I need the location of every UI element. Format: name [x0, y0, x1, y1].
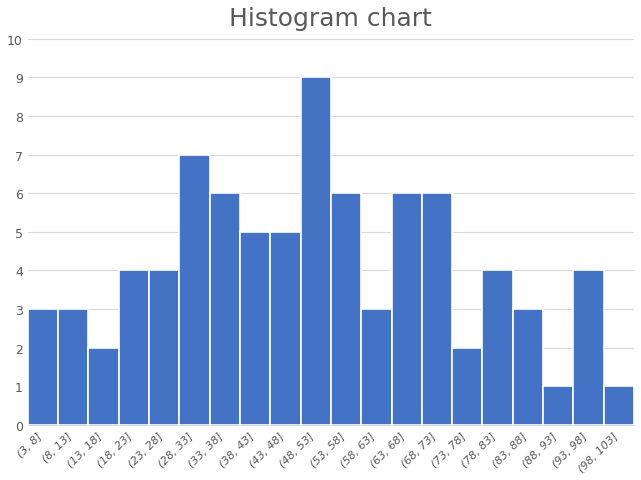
- Bar: [179, 156, 210, 425]
- Bar: [210, 194, 240, 425]
- Bar: [483, 271, 513, 425]
- Bar: [331, 194, 361, 425]
- Bar: [543, 386, 574, 425]
- Bar: [119, 271, 149, 425]
- Bar: [574, 271, 604, 425]
- Title: Histogram chart: Histogram chart: [229, 7, 432, 31]
- Bar: [392, 194, 422, 425]
- Bar: [301, 78, 331, 425]
- Bar: [422, 194, 452, 425]
- Bar: [28, 310, 58, 425]
- Bar: [271, 232, 301, 425]
- Bar: [88, 348, 119, 425]
- Bar: [513, 310, 543, 425]
- Bar: [452, 348, 483, 425]
- Bar: [149, 271, 179, 425]
- Bar: [361, 310, 392, 425]
- Bar: [58, 310, 88, 425]
- Bar: [240, 232, 271, 425]
- Bar: [604, 386, 634, 425]
